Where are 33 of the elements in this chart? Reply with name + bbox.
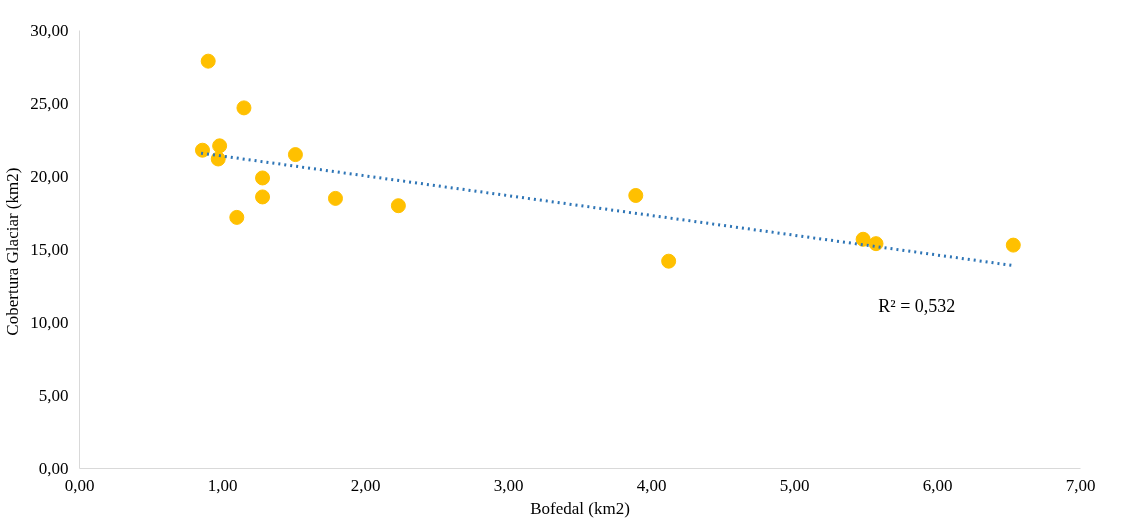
y-tick-label: 10,00 bbox=[30, 313, 69, 332]
point bbox=[287, 147, 303, 163]
x-tick-label: 2,00 bbox=[350, 475, 381, 495]
x-tick-label: 3,00 bbox=[493, 475, 524, 495]
y-axis-title: Cobertura Glaciar (km2) bbox=[3, 167, 23, 336]
point bbox=[229, 209, 245, 225]
point bbox=[327, 190, 343, 206]
point bbox=[200, 53, 216, 69]
x-tick-label: 1,00 bbox=[207, 475, 238, 495]
point bbox=[255, 189, 271, 205]
x-tick-label: 4,00 bbox=[636, 475, 667, 495]
point bbox=[868, 236, 884, 252]
x-tick-label: 6,00 bbox=[922, 475, 953, 495]
x-tick-label: 0,00 bbox=[64, 475, 95, 495]
point bbox=[390, 198, 406, 214]
annotation: R² = 0,532 bbox=[878, 295, 956, 316]
point bbox=[255, 170, 271, 186]
point bbox=[194, 142, 210, 158]
point bbox=[1005, 237, 1021, 253]
point bbox=[236, 100, 252, 116]
x-axis-title: Bofedal (km2) bbox=[530, 498, 630, 518]
y-tick-label: 25,00 bbox=[30, 94, 69, 113]
y-tick-label: 30,00 bbox=[30, 21, 69, 40]
y-tick-label: 0,00 bbox=[38, 459, 69, 478]
y-tick-label: 5,00 bbox=[38, 386, 69, 405]
point bbox=[661, 253, 677, 269]
y-tick-label: 15,00 bbox=[30, 240, 69, 259]
y-tick-label: 20,00 bbox=[30, 167, 69, 186]
x-tick-label: 5,00 bbox=[779, 475, 810, 495]
point bbox=[855, 231, 871, 247]
point bbox=[628, 187, 644, 203]
x-tick-label: 7,00 bbox=[1065, 475, 1096, 495]
point bbox=[212, 138, 228, 154]
